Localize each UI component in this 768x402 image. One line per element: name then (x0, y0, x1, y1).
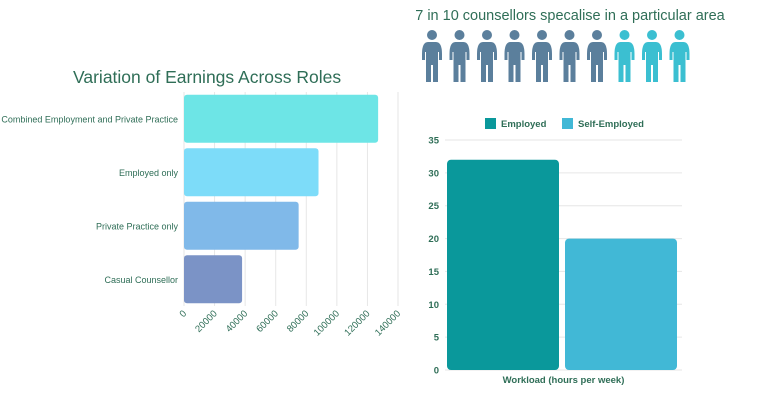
person-icon (532, 30, 552, 82)
y-tick-label: 10 (428, 300, 439, 311)
x-tick-label: 0 (178, 308, 190, 320)
x-tick-label: 60000 (254, 308, 280, 334)
person-icon (614, 30, 635, 82)
earnings-chart-title: Variation of Earnings Across Roles (73, 67, 342, 87)
person-icon (504, 30, 525, 82)
bar-employed (447, 159, 559, 370)
person-icon (559, 30, 580, 82)
category-label: Casual Counsellor (104, 275, 178, 285)
person-icon (587, 30, 607, 82)
y-tick-label: 20 (428, 234, 439, 245)
bar (184, 255, 243, 304)
legend-label: Self-Employed (578, 119, 644, 130)
y-tick-label: 5 (434, 333, 440, 344)
category-label: Private Practice only (96, 221, 179, 231)
y-tick-label: 15 (428, 267, 439, 278)
y-tick-label: 25 (428, 201, 439, 212)
people-infographic (422, 30, 690, 82)
person-icon (477, 30, 497, 82)
bar (184, 201, 299, 250)
person-icon (642, 30, 662, 82)
person-icon (449, 30, 470, 82)
category-label: Employed only (119, 168, 179, 178)
legend-label: Employed (501, 119, 547, 130)
x-tick-label: 20000 (193, 308, 219, 334)
legend-swatch (485, 118, 496, 129)
workload-bar-chart: 0 5 10 15 20 25 30 35 Workload (hours per week) E… (428, 118, 682, 386)
x-tick-label: 120000 (342, 308, 372, 338)
x-tick-label: 100000 (312, 308, 342, 338)
infographic-title: 7 in 10 counsellors specalise in a parti… (415, 8, 725, 24)
earnings-bar-chart: 0 20000 40000 60000 80000 100000 120000 140000 C… (1, 92, 403, 339)
x-category-label: Workload (hours per week) (503, 375, 625, 386)
x-tick-label: 40000 (224, 308, 250, 334)
legend-swatch (562, 118, 573, 129)
bar (184, 94, 379, 143)
y-tick-label: 0 (434, 366, 439, 377)
person-icon (669, 30, 690, 82)
bar (184, 148, 319, 197)
bar-self-employed (565, 238, 677, 370)
person-icon (422, 30, 442, 82)
y-tick-label: 30 (428, 168, 439, 179)
category-label: Combined Employment and Private Practice (1, 114, 178, 124)
x-tick-label: 140000 (373, 308, 403, 338)
y-tick-label: 35 (428, 136, 439, 147)
x-tick-label: 80000 (285, 308, 311, 334)
